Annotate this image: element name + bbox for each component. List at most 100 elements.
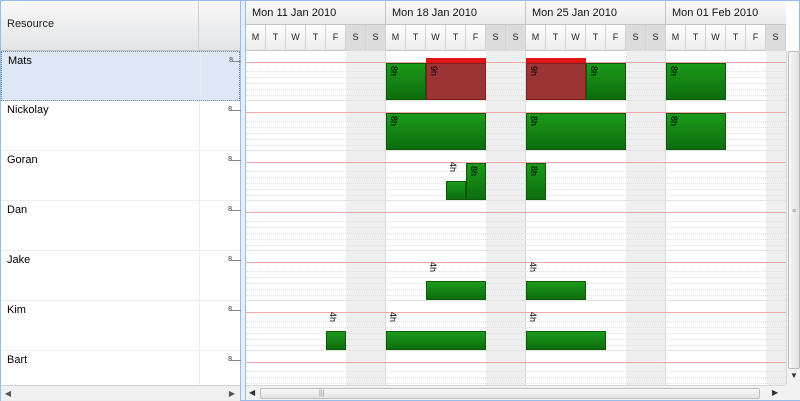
week-header-cell: Mon 25 Jan 2010	[526, 1, 666, 25]
hours-cell: 8	[199, 101, 241, 150]
day-header-cell: T	[726, 25, 746, 51]
allocation-label: 8h	[529, 166, 539, 177]
resource-row[interactable]: Kim 8	[1, 301, 241, 351]
allocation-bar[interactable]	[526, 163, 546, 200]
allocation-bar[interactable]	[666, 113, 726, 150]
allocation-bar[interactable]	[526, 63, 586, 100]
capacity-line	[246, 162, 786, 163]
allocation-bar[interactable]	[526, 281, 586, 300]
grid-dotted-line	[246, 245, 786, 246]
day-header-cell: M	[526, 25, 546, 51]
scroll-right-icon[interactable]: ▶	[228, 389, 236, 398]
grid-dotted-line	[246, 171, 786, 172]
resource-row[interactable]: Mats 8	[1, 51, 242, 101]
resource-name: Kim	[7, 304, 26, 316]
hours-column-header[interactable]	[199, 1, 240, 50]
grid-dotted-line	[246, 183, 786, 184]
grid-dotted-line	[246, 71, 786, 72]
allocation-bar[interactable]	[386, 113, 486, 150]
week-separator	[525, 51, 526, 385]
hours-cell: 8	[199, 351, 241, 400]
schedule-vscrollbar[interactable]: ≡ ▼	[786, 51, 800, 385]
allocation-label: 8h	[389, 116, 399, 127]
scroll-left-icon[interactable]: ◀	[249, 388, 256, 397]
capacity-line	[246, 212, 786, 213]
capacity-line	[246, 362, 786, 363]
day-header-cell: S	[506, 25, 526, 51]
resource-row[interactable]: Nickolay 8	[1, 101, 241, 151]
allocation-label: 4h	[388, 312, 398, 323]
week-header-cell: Mon 18 Jan 2010	[386, 1, 526, 25]
grid-dotted-line	[246, 321, 786, 322]
allocation-bar[interactable]	[526, 331, 606, 350]
allocation-bar[interactable]	[426, 63, 486, 100]
resource-row[interactable]: Jake 8	[1, 251, 241, 301]
hours-scale-line	[230, 61, 242, 62]
grid-dotted-line	[246, 121, 786, 122]
day-header-cell: F	[606, 25, 626, 51]
week-separator	[665, 51, 666, 385]
grid-dotted-line	[246, 277, 786, 278]
scroll-down-icon[interactable]: ▼	[790, 371, 798, 380]
scroll-right-icon[interactable]: ▶	[772, 388, 779, 397]
allocation-label: 4h	[328, 312, 338, 323]
grid-dotted-line	[246, 227, 786, 228]
allocation-bar[interactable]	[586, 63, 626, 100]
day-header-cell: M	[246, 25, 266, 51]
day-header-cell: S	[486, 25, 506, 51]
grid-dotted-line	[246, 195, 786, 196]
allocation-bar[interactable]	[446, 181, 466, 200]
row-separator	[246, 100, 786, 101]
grid-dotted-line	[246, 295, 786, 296]
grid-dotted-line	[246, 127, 786, 128]
grid-dotted-line	[246, 333, 786, 334]
grid-dotted-line	[246, 345, 786, 346]
allocation-bar[interactable]	[466, 163, 486, 200]
vscroll-thumb[interactable]: ≡	[788, 51, 800, 369]
day-header-cell: M	[666, 25, 686, 51]
day-header: MTWTFSSMTWTFSSMTWTFSSMTWTFSS	[246, 25, 786, 51]
panel-splitter[interactable]	[241, 1, 246, 400]
day-header-cell: S	[626, 25, 646, 51]
weekend-band	[766, 51, 786, 385]
day-header-cell: S	[766, 25, 786, 51]
schedule-body[interactable]: 8h 9h 9h 8h 8h 8h 8h 8h 4h 8h 8h 4h 4h 4h 4h 4h	[246, 51, 786, 385]
row-separator	[246, 150, 786, 151]
schedule-hscrollbar[interactable]: ◀ ||| ▶	[246, 385, 786, 400]
allocation-bar[interactable]	[526, 113, 626, 150]
day-header-cell: W	[286, 25, 306, 51]
grid-dotted-line	[246, 77, 786, 78]
allocation-bar[interactable]	[386, 331, 486, 350]
grid-dotted-line	[246, 89, 786, 90]
day-header-cell: S	[646, 25, 666, 51]
allocation-bar[interactable]	[426, 281, 486, 300]
grid-dotted-line	[246, 189, 786, 190]
day-header-cell: T	[446, 25, 466, 51]
day-header-cell: W	[426, 25, 446, 51]
day-header-cell: F	[326, 25, 346, 51]
resource-row[interactable]: Goran 8	[1, 151, 241, 201]
hscroll-thumb[interactable]: |||	[260, 388, 760, 399]
grid-dotted-line	[246, 271, 786, 272]
resource-row[interactable]: Dan 8	[1, 201, 241, 251]
resource-column-header[interactable]: Resource	[1, 1, 199, 50]
allocation-bar[interactable]	[326, 331, 346, 350]
hours-cell: 8	[199, 251, 241, 300]
row-separator	[246, 250, 786, 251]
week-header-cell: Mon 01 Feb 2010	[666, 1, 786, 25]
resource-grid: Resource Mats8Nickolay8Goran8Dan8Jake8Ki…	[1, 1, 242, 401]
allocation-bar[interactable]	[386, 63, 426, 100]
grid-dotted-line	[246, 83, 786, 84]
hours-scale-line	[229, 110, 241, 111]
day-header-cell: S	[366, 25, 386, 51]
grid-dotted-line	[246, 139, 786, 140]
overload-indicator	[426, 58, 486, 63]
allocation-bar[interactable]	[666, 63, 726, 100]
weekend-band	[346, 51, 386, 385]
hours-value: 8	[228, 156, 232, 163]
scroll-left-icon[interactable]: ◀	[4, 389, 12, 398]
resource-grid-hscrollbar[interactable]: ◀ ▶	[1, 385, 240, 400]
hours-value: 8	[228, 206, 232, 213]
day-header-cell: M	[386, 25, 406, 51]
capacity-line	[246, 112, 786, 113]
